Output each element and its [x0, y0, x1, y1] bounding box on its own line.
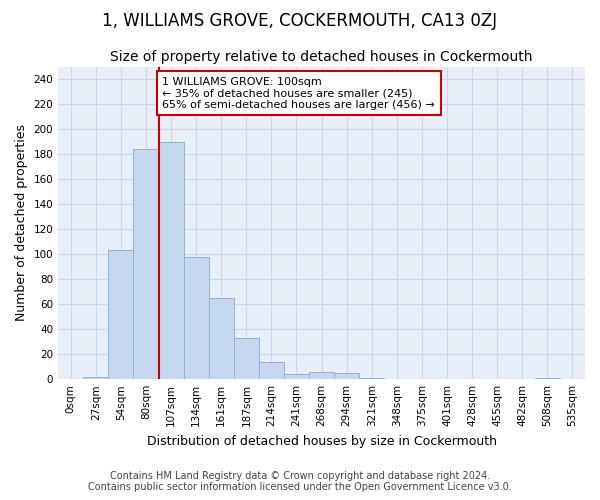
X-axis label: Distribution of detached houses by size in Cockermouth: Distribution of detached houses by size … [146, 434, 497, 448]
Bar [184, 256, 209, 379]
Bar [158, 142, 184, 379]
Bar [133, 149, 158, 379]
Bar [209, 298, 234, 379]
Bar [284, 374, 309, 379]
Y-axis label: Number of detached properties: Number of detached properties [15, 124, 28, 322]
Bar [359, 378, 385, 379]
Text: 1, WILLIAMS GROVE, COCKERMOUTH, CA13 0ZJ: 1, WILLIAMS GROVE, COCKERMOUTH, CA13 0ZJ [103, 12, 497, 30]
Bar [535, 378, 560, 379]
Text: Contains HM Land Registry data © Crown copyright and database right 2024.
Contai: Contains HM Land Registry data © Crown c… [88, 471, 512, 492]
Title: Size of property relative to detached houses in Cockermouth: Size of property relative to detached ho… [110, 50, 533, 64]
Bar [83, 376, 109, 379]
Bar [334, 373, 359, 379]
Bar [234, 338, 259, 379]
Bar [259, 362, 284, 379]
Text: 1 WILLIAMS GROVE: 100sqm
← 35% of detached houses are smaller (245)
65% of semi-: 1 WILLIAMS GROVE: 100sqm ← 35% of detach… [162, 76, 435, 110]
Bar [109, 250, 133, 379]
Bar [309, 372, 334, 379]
